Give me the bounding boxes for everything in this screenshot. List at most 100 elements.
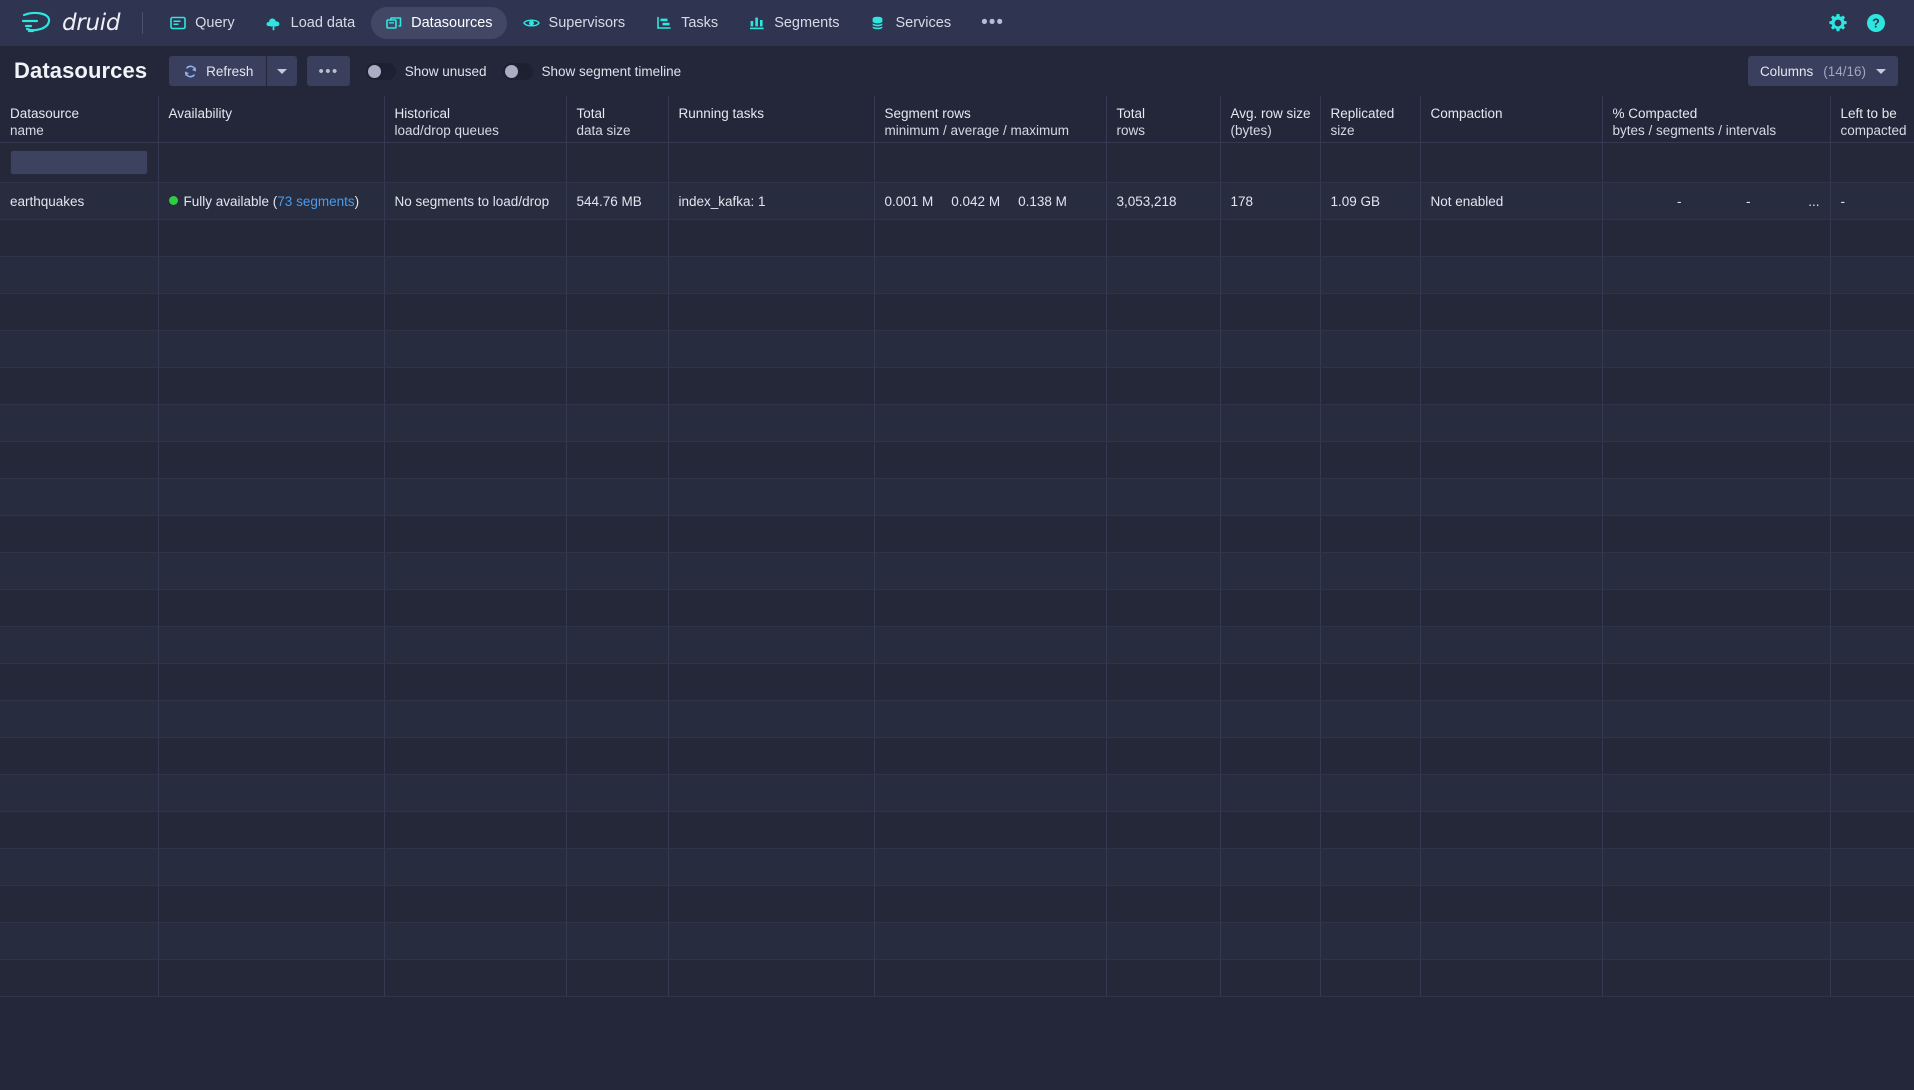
table-header: Datasource name Availability Historical load…	[0, 96, 1914, 143]
column-header-subtitle: rows	[1116, 123, 1146, 138]
empty-cell	[1602, 885, 1831, 923]
column-header-subtitle: name	[10, 123, 44, 138]
nav-item-tasks[interactable]: Tasks	[641, 7, 732, 39]
column-header-subtitle: load/drop queues	[394, 123, 499, 138]
column-header[interactable]: Avg. row size (bytes)	[1220, 96, 1321, 143]
empty-cell	[566, 663, 669, 701]
empty-table-row	[0, 293, 1914, 331]
empty-cell	[1220, 515, 1321, 553]
empty-cell	[874, 515, 1107, 553]
column-header[interactable]: Total data size	[566, 96, 669, 143]
empty-cell	[1830, 700, 1914, 738]
column-header-subtitle: bytes / segments / intervals	[1612, 123, 1777, 138]
empty-cell	[1602, 367, 1831, 405]
column-header[interactable]: Availability	[158, 96, 385, 143]
toolbar-right: Columns (14/16)	[1747, 56, 1898, 86]
column-header-subtitle: data size	[576, 123, 631, 138]
column-header-subtitle: size	[1330, 123, 1355, 138]
empty-cell	[1106, 404, 1221, 442]
empty-cell	[1106, 885, 1221, 923]
column-header-title: Segment rows	[884, 106, 971, 121]
empty-cell	[1320, 922, 1421, 960]
show-unused-toggle[interactable]: Show unused	[365, 62, 487, 80]
empty-table-row	[0, 700, 1914, 738]
gear-icon[interactable]	[1828, 13, 1848, 33]
column-header[interactable]: Historical load/drop queues	[384, 96, 567, 143]
table-row[interactable]: earthquakes Fully available (73 segments)…	[0, 182, 1914, 220]
column-header[interactable]: Compaction	[1420, 96, 1603, 143]
empty-cell	[566, 367, 669, 405]
empty-cell	[384, 515, 567, 553]
empty-cell	[1830, 404, 1914, 442]
empty-cell	[1320, 515, 1421, 553]
availability-segments-link[interactable]: 73 segments	[277, 193, 355, 209]
empty-cell	[1420, 404, 1603, 442]
empty-cell	[1420, 515, 1603, 553]
show-segment-timeline-toggle[interactable]: Show segment timeline	[502, 62, 681, 80]
nav-item-query[interactable]: Query	[155, 7, 249, 39]
column-header[interactable]: Total rows	[1106, 96, 1221, 143]
empty-cell	[1830, 959, 1914, 997]
availability-status-dot-icon	[168, 196, 178, 206]
help-icon[interactable]: ?	[1866, 13, 1886, 33]
column-header[interactable]: Datasource name	[0, 96, 159, 143]
cell-total-rows: 3,053,218	[1106, 182, 1221, 220]
empty-cell	[1220, 330, 1321, 368]
filter-cell	[1602, 142, 1831, 183]
pct-compacted-segments: -	[1746, 193, 1751, 209]
columns-button[interactable]: Columns (14/16)	[1747, 56, 1898, 86]
empty-cell	[1830, 811, 1914, 849]
empty-cell	[566, 441, 669, 479]
empty-table-row	[0, 589, 1914, 627]
empty-table-row	[0, 330, 1914, 368]
empty-cell	[1220, 959, 1321, 997]
nav-item-services[interactable]: Services	[855, 7, 965, 39]
empty-cell	[1106, 515, 1221, 553]
filter-row	[0, 142, 1914, 183]
empty-cell	[0, 589, 159, 627]
druid-logo[interactable]: druid	[14, 6, 130, 40]
empty-cell	[1220, 663, 1321, 701]
refresh-dropdown-button[interactable]	[267, 56, 298, 86]
nav-item-label: Load data	[290, 15, 356, 31]
page-toolbar: Datasources Refresh ••• Show unused	[0, 46, 1914, 96]
nav-item-load-data[interactable]: Load data	[251, 7, 370, 39]
segment-rows-max: 0.138 M	[1018, 193, 1067, 209]
empty-cell	[1220, 404, 1321, 442]
filter-cell	[1320, 142, 1421, 183]
datasources-table-container[interactable]: Datasource name Availability Historical load…	[0, 96, 1914, 1090]
empty-cell	[1320, 256, 1421, 294]
datasource-name-filter-input[interactable]	[10, 149, 148, 175]
nav-overflow-button[interactable]: •••	[981, 12, 1005, 33]
empty-cell	[566, 552, 669, 590]
empty-cell	[668, 441, 875, 479]
cell-total-data-size: 544.76 MB	[566, 182, 669, 220]
empty-cell	[1220, 478, 1321, 516]
column-header[interactable]: Running tasks	[668, 96, 875, 143]
column-header-subtitle: compacted	[1840, 123, 1907, 138]
segments-icon	[748, 15, 765, 32]
empty-cell	[1830, 737, 1914, 775]
nav-item-supervisors[interactable]: Supervisors	[509, 7, 640, 39]
nav-item-label: Tasks	[681, 15, 719, 31]
empty-cell	[384, 552, 567, 590]
nav-item-datasources[interactable]: Datasources	[371, 7, 507, 39]
empty-cell	[1420, 885, 1603, 923]
column-header[interactable]: % Compacted bytes / segments / intervals	[1602, 96, 1831, 143]
empty-table-row	[0, 774, 1914, 812]
more-actions-button[interactable]: •••	[307, 56, 350, 86]
empty-table-row	[0, 256, 1914, 294]
empty-cell	[1830, 256, 1914, 294]
column-header[interactable]: Segment rows minimum / average / maximum	[874, 96, 1107, 143]
nav-item-segments[interactable]: Segments	[734, 7, 853, 39]
empty-cell	[0, 700, 159, 738]
empty-cell	[384, 367, 567, 405]
empty-cell	[874, 626, 1107, 664]
refresh-button[interactable]: Refresh	[169, 56, 267, 86]
column-header[interactable]: Left to be compacted	[1830, 96, 1914, 143]
empty-cell	[1220, 737, 1321, 775]
column-header[interactable]: Replicated size	[1320, 96, 1421, 143]
empty-cell	[874, 589, 1107, 627]
empty-cell	[158, 737, 385, 775]
empty-cell	[158, 515, 385, 553]
